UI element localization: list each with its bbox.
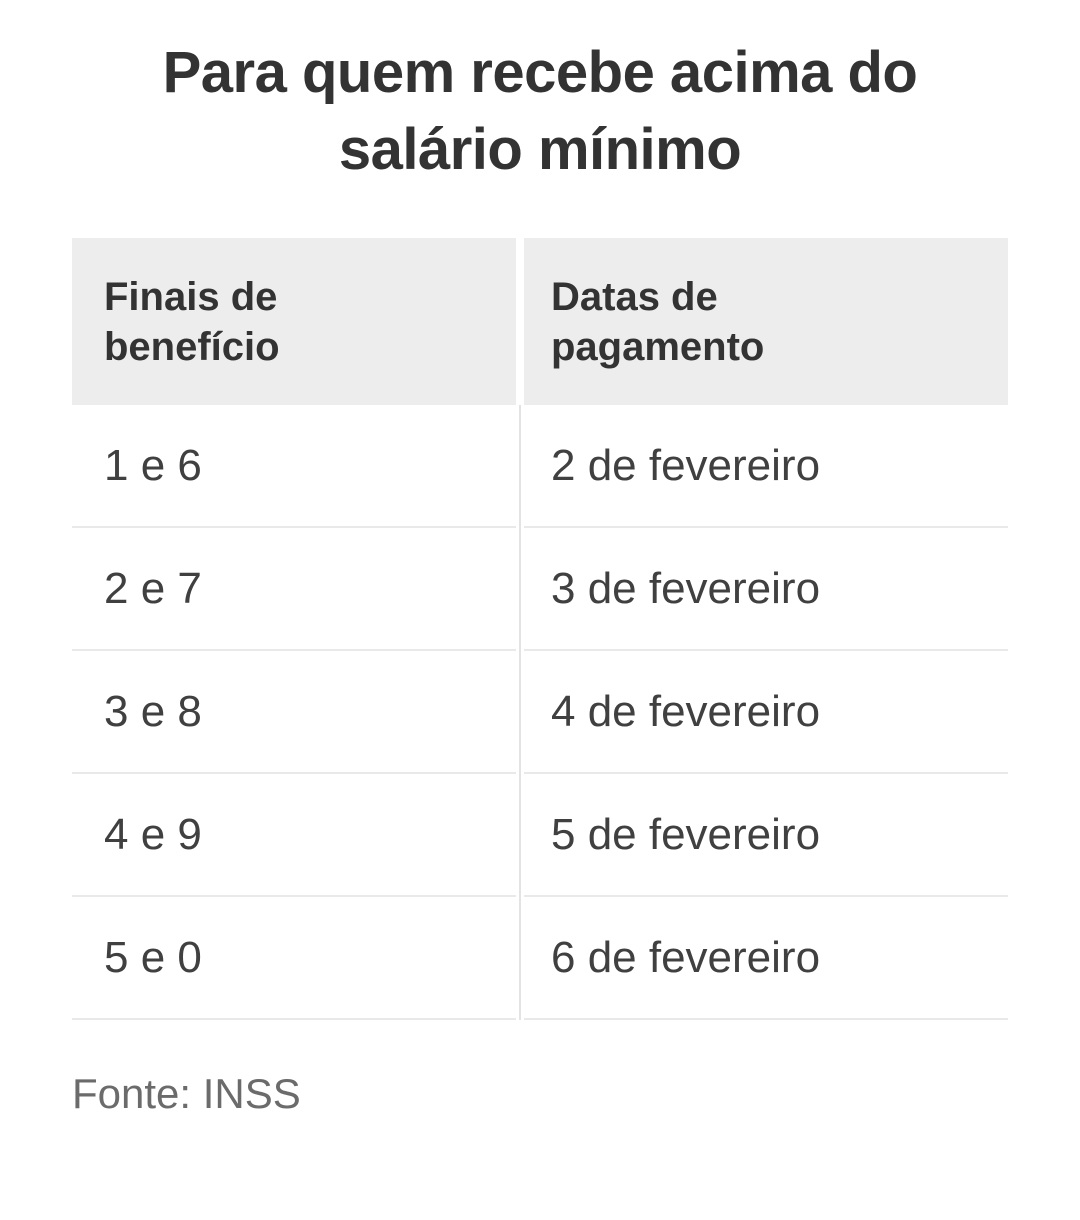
table-cell-data: 4 de fevereiro [524,651,1008,775]
payment-schedule-table: Finais de benefício Datas de pagamento 1… [72,238,1008,1021]
column-divider [516,528,524,652]
table-cell-finais: 5 e 0 [72,897,516,1021]
column-header-datas-de-pagamento: Datas de pagamento [524,238,1008,406]
column-header-label: Datas de pagamento [551,274,765,369]
table-cell-finais: 4 e 9 [72,774,516,898]
column-header-label: Finais de benefício [104,274,280,369]
column-divider [516,405,524,529]
header-column-gap [516,238,524,406]
column-header-finais-de-beneficio: Finais de benefício [72,238,516,406]
table-cell-data: 2 de fevereiro [524,405,1008,529]
column-divider [516,774,524,898]
source-note: Fonte: INSS [72,1070,301,1118]
table-cell-finais: 3 e 8 [72,651,516,775]
column-divider [516,651,524,775]
table-cell-data: 5 de fevereiro [524,774,1008,898]
table-cell-data: 6 de fevereiro [524,897,1008,1021]
table-cell-finais: 2 e 7 [72,528,516,652]
table-cell-data: 3 de fevereiro [524,528,1008,652]
column-divider [516,897,524,1021]
page-title: Para quem recebe acima do salário mínimo [162,40,918,183]
table-cell-finais: 1 e 6 [72,405,516,529]
